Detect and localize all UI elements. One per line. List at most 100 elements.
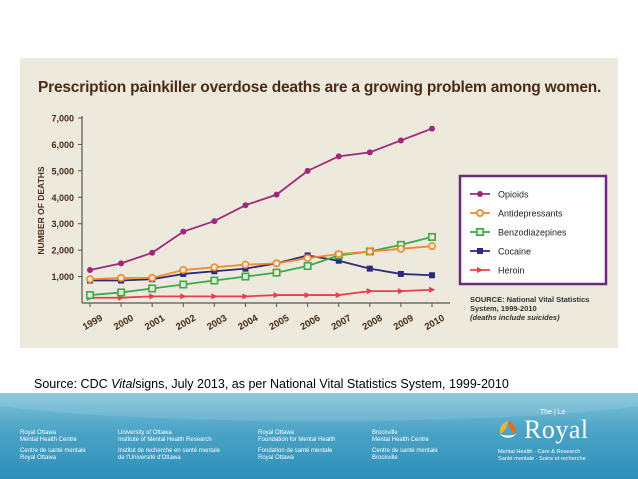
data-point-cocaine xyxy=(366,265,373,272)
caption-prefix: Source: CDC xyxy=(34,377,112,391)
footer-col4-fr2: Brockville xyxy=(372,455,398,462)
data-point-opioids xyxy=(429,125,435,132)
legend-label: Opioids xyxy=(498,190,529,200)
legend-marker xyxy=(477,267,484,273)
data-point-heroin xyxy=(242,293,249,300)
footer-col4-fr1: Centre de santé mentale xyxy=(372,447,438,454)
x-tick-label: 2003 xyxy=(205,313,229,333)
y-tick-label: 7,000 xyxy=(51,114,74,124)
data-point-benzodiazepines xyxy=(86,291,95,300)
source-note-line-2: System, 1999-2010 xyxy=(470,304,537,313)
data-point-antidepressants xyxy=(179,265,188,274)
data-point-heroin xyxy=(335,292,343,299)
legend-marker xyxy=(477,248,483,254)
data-point-antidepressants xyxy=(365,247,374,256)
x-tick-label: 2008 xyxy=(361,313,385,333)
data-point-heroin xyxy=(397,288,405,295)
data-point-heroin xyxy=(273,292,281,299)
source-note-line-3: (deaths include suicides) xyxy=(470,313,560,322)
footer-column-rohmc: Royal Ottawa Mental Health Centre Centre… xyxy=(20,430,86,463)
y-tick-label: 1,000 xyxy=(51,272,74,282)
data-point-opioids xyxy=(335,153,342,160)
slide-caption: Source: CDC Vitalsigns, July 2013, as pe… xyxy=(34,377,624,391)
data-point-benzodiazepines xyxy=(272,268,281,277)
footer-col1-fr2: Royal Ottawa xyxy=(20,455,57,462)
series-line-cocaine xyxy=(90,254,433,282)
x-tick-label: 2002 xyxy=(174,313,198,333)
x-tick-label: 2010 xyxy=(423,313,447,333)
footer-column-brockville: Brockville Mental Health Centre Centre d… xyxy=(372,430,438,463)
legend-marker xyxy=(477,191,483,197)
legend-marker xyxy=(475,209,484,218)
data-point-heroin xyxy=(304,292,312,299)
x-tick-label: 2007 xyxy=(330,313,354,333)
footer-col2-en1: University of Ottawa xyxy=(118,430,172,436)
source-note: SOURCE: National Vital Statistics System… xyxy=(470,295,610,322)
data-point-antidepressants xyxy=(210,263,219,272)
footer-col3-en1: Royal Ottawa xyxy=(258,430,295,436)
legend-label: Heroin xyxy=(498,266,525,276)
data-point-benzodiazepines xyxy=(303,262,312,271)
brand-name: Royal xyxy=(524,415,589,444)
series-line-antidepressants xyxy=(89,245,433,281)
data-point-opioids xyxy=(397,137,404,144)
data-point-opioids xyxy=(211,218,218,225)
y-tick-label: 2,000 xyxy=(51,246,74,256)
x-tick-label: 2004 xyxy=(236,312,260,332)
series-line-opioids xyxy=(89,127,433,271)
data-point-antidepressants xyxy=(303,254,312,263)
data-point-cocaine xyxy=(335,257,342,264)
data-point-antidepressants xyxy=(86,275,95,284)
data-point-heroin xyxy=(180,293,187,300)
royal-leaf-icon xyxy=(499,421,517,438)
footer-col3-fr2: Royal Ottawa xyxy=(258,455,295,462)
data-point-antidepressants xyxy=(427,242,436,251)
series-line-heroin xyxy=(90,288,433,299)
data-point-antidepressants xyxy=(272,259,281,268)
y-axis-label: NUMBER OF DEATHS xyxy=(36,166,46,254)
footer-col1-en1: Royal Ottawa xyxy=(20,430,57,436)
data-point-antidepressants xyxy=(241,260,250,269)
data-point-opioids xyxy=(87,266,93,273)
footer-col2-en2: Institute of Mental Health Research xyxy=(118,437,212,444)
royal-logo: The | Le Royal Mental Health · Care & Re… xyxy=(478,399,628,473)
footer-col2-fr2: de l'Université d'Ottawa xyxy=(118,455,181,462)
data-point-benzodiazepines xyxy=(179,280,188,289)
data-point-antidepressants xyxy=(396,244,405,253)
source-note-line-1: SOURCE: National Vital Statistics xyxy=(470,295,590,304)
data-point-opioids xyxy=(180,228,187,235)
data-point-benzodiazepines xyxy=(117,288,126,297)
caption-suffix: signs, July 2013, as per National Vital … xyxy=(135,377,509,391)
data-point-antidepressants xyxy=(148,273,157,282)
footer-banner: Royal Ottawa Mental Health Centre Centre… xyxy=(0,393,638,479)
data-point-opioids xyxy=(273,191,280,198)
brand-tagline-fr: Santé mentale · Soins et recherche xyxy=(498,456,586,462)
caption-italic: Vital xyxy=(111,377,136,391)
data-point-heroin xyxy=(149,293,156,300)
x-tick-label: 2009 xyxy=(392,313,416,333)
chart-title: Prescription painkiller overdose deaths … xyxy=(38,79,602,96)
data-point-opioids xyxy=(366,149,373,156)
data-point-benzodiazepines xyxy=(210,276,219,285)
legend-marker xyxy=(475,228,484,237)
x-tick-label: 2006 xyxy=(298,313,322,333)
legend-label: Antidepressants xyxy=(498,209,563,219)
footer-column-imhr: University of Ottawa Institute of Mental… xyxy=(118,430,220,463)
x-tick-label: 1999 xyxy=(81,313,105,333)
y-tick-label: 3,000 xyxy=(51,219,74,229)
data-point-benzodiazepines xyxy=(148,284,157,293)
legend-label: Benzodiazepines xyxy=(498,228,567,238)
data-point-cocaine xyxy=(429,272,435,279)
data-point-heroin xyxy=(366,288,374,295)
x-tick-label: 2000 xyxy=(112,313,136,333)
data-point-antidepressants xyxy=(334,250,343,259)
brand-tagline-en: Mental Health · Care & Research xyxy=(498,449,581,455)
brand-the-le: The | Le xyxy=(540,409,566,416)
footer-col4-en1: Brockville xyxy=(372,430,398,436)
data-point-heroin xyxy=(211,293,218,300)
data-point-opioids xyxy=(242,202,249,209)
y-tick-label: 5,000 xyxy=(51,166,74,176)
data-point-benzodiazepines xyxy=(241,272,250,281)
chart-panel: 1,000 2,000 3,000 4,000 5,000 6,000 7,000 NUMBE… xyxy=(20,58,618,348)
footer-col3-fr1: Fondation de santé mentale xyxy=(258,447,333,454)
